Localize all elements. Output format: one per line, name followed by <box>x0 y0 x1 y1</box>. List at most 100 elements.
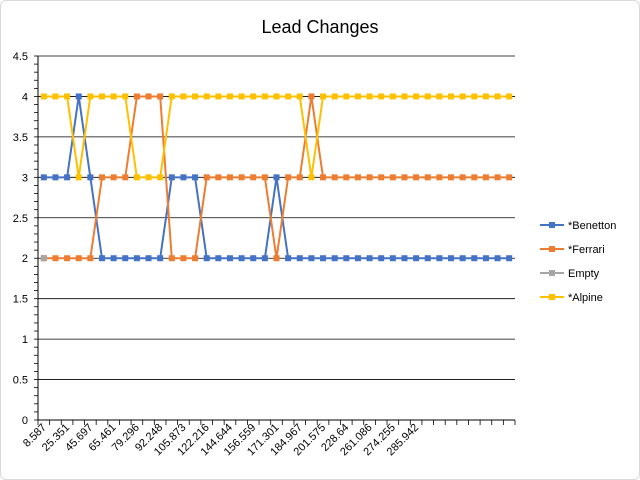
data-point-benetton <box>401 255 408 262</box>
data-point-alpine <box>285 93 292 100</box>
data-point-alpine <box>52 93 59 100</box>
data-point-benetton <box>424 255 431 262</box>
y-tick-label: 3 <box>22 172 28 184</box>
data-point-ferrari <box>238 174 245 181</box>
data-point-ferrari <box>52 255 59 262</box>
legend-label: Empty <box>568 268 600 280</box>
data-point-benetton <box>261 255 268 262</box>
data-point-alpine <box>482 93 489 100</box>
data-point-alpine <box>506 93 513 100</box>
data-point-alpine <box>168 93 175 100</box>
data-point-alpine <box>308 174 315 181</box>
data-point-alpine <box>226 93 233 100</box>
data-point-ferrari <box>366 174 373 181</box>
y-tick-label: 0.5 <box>13 375 28 387</box>
data-point-alpine <box>40 93 47 100</box>
data-point-benetton <box>122 255 129 262</box>
data-point-ferrari <box>308 93 315 100</box>
data-point-ferrari <box>413 174 420 181</box>
data-point-alpine <box>413 93 420 100</box>
data-point-ferrari <box>168 255 175 262</box>
data-point-alpine <box>98 93 105 100</box>
data-point-alpine <box>110 93 117 100</box>
data-point-ferrari <box>401 174 408 181</box>
data-point-alpine <box>75 174 82 181</box>
data-point-alpine <box>401 93 408 100</box>
data-point-alpine <box>122 93 129 100</box>
data-point-ferrari <box>320 174 327 181</box>
series-layer <box>40 93 513 262</box>
data-point-ferrari <box>157 93 164 100</box>
data-point-alpine <box>203 93 210 100</box>
data-point-ferrari <box>494 174 501 181</box>
data-point-alpine <box>343 93 350 100</box>
legend: *Benetton *Ferrari Empty *Alpine <box>540 220 616 304</box>
data-point-benetton <box>75 93 82 100</box>
data-point-benetton <box>482 255 489 262</box>
data-point-ferrari <box>424 174 431 181</box>
data-point-benetton <box>308 255 315 262</box>
data-point-alpine <box>494 93 501 100</box>
data-point-alpine <box>354 93 361 100</box>
data-point-benetton <box>226 255 233 262</box>
data-point-benetton <box>320 255 327 262</box>
y-tick-label: 4 <box>22 91 28 103</box>
data-point-benetton <box>52 174 59 181</box>
data-point-alpine <box>133 174 140 181</box>
data-point-benetton <box>87 174 94 181</box>
y-tick-label: 1 <box>22 334 28 346</box>
data-point-ferrari <box>180 255 187 262</box>
data-point-benetton <box>40 174 47 181</box>
legend-label: *Alpine <box>568 292 603 304</box>
data-point-ferrari <box>261 174 268 181</box>
legend-item-ferrari: *Ferrari <box>540 244 605 256</box>
data-point-benetton <box>250 255 257 262</box>
data-point-ferrari <box>98 174 105 181</box>
data-point-ferrari <box>215 174 222 181</box>
data-point-benetton <box>506 255 513 262</box>
gridlines <box>38 55 515 380</box>
data-point-alpine <box>459 93 466 100</box>
data-point-benetton <box>238 255 245 262</box>
data-point-benetton <box>192 174 199 181</box>
data-point-benetton <box>157 255 164 262</box>
legend-swatch-marker <box>549 222 555 228</box>
data-point-benetton <box>436 255 443 262</box>
data-point-ferrari <box>273 255 280 262</box>
y-tick-label: 0 <box>22 415 28 427</box>
data-point-ferrari <box>448 174 455 181</box>
data-point-ferrari <box>459 174 466 181</box>
y-tick-label: 1.5 <box>13 294 28 306</box>
data-point-alpine <box>157 174 164 181</box>
data-point-benetton <box>413 255 420 262</box>
data-point-ferrari <box>285 174 292 181</box>
data-point-ferrari <box>192 255 199 262</box>
data-point-alpine <box>378 93 385 100</box>
data-point-ferrari <box>354 174 361 181</box>
data-point-ferrari <box>226 174 233 181</box>
data-point-ferrari <box>331 174 338 181</box>
y-tick-label: 2.5 <box>13 213 28 225</box>
data-point-alpine <box>250 93 257 100</box>
data-point-benetton <box>133 255 140 262</box>
legend-swatch-marker <box>549 294 555 300</box>
legend-swatch-marker <box>549 270 555 276</box>
data-point-alpine <box>296 93 303 100</box>
series-alpine <box>40 93 513 181</box>
data-point-benetton <box>366 255 373 262</box>
data-point-ferrari <box>133 93 140 100</box>
data-point-alpine <box>64 93 71 100</box>
data-point-benetton <box>110 255 117 262</box>
data-point-ferrari <box>471 174 478 181</box>
data-point-alpine <box>87 93 94 100</box>
data-point-ferrari <box>122 174 129 181</box>
data-point-benetton <box>64 174 71 181</box>
data-point-alpine <box>320 93 327 100</box>
data-point-alpine <box>238 93 245 100</box>
data-point-alpine <box>366 93 373 100</box>
data-point-ferrari <box>506 174 513 181</box>
data-point-benetton <box>354 255 361 262</box>
data-point-benetton <box>471 255 478 262</box>
data-point-alpine <box>261 93 268 100</box>
y-tick-label: 2 <box>22 253 28 265</box>
